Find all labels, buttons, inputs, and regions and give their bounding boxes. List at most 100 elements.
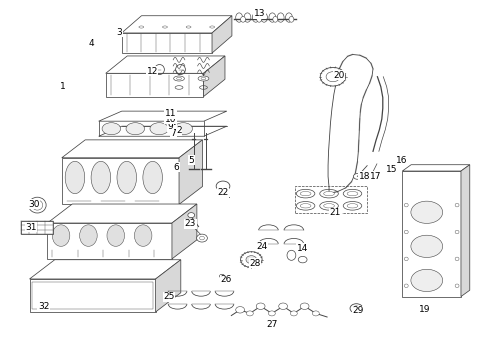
Polygon shape	[106, 73, 203, 96]
Ellipse shape	[455, 230, 459, 234]
Text: 12: 12	[147, 67, 158, 76]
Text: 30: 30	[28, 200, 40, 209]
Text: 22: 22	[218, 188, 229, 197]
Ellipse shape	[174, 123, 193, 135]
Ellipse shape	[404, 230, 408, 234]
Ellipse shape	[107, 225, 124, 246]
Ellipse shape	[246, 311, 253, 316]
Ellipse shape	[455, 284, 459, 288]
Ellipse shape	[257, 17, 262, 22]
Ellipse shape	[347, 192, 358, 196]
Text: 21: 21	[330, 208, 341, 217]
Polygon shape	[122, 33, 212, 53]
Ellipse shape	[279, 303, 288, 310]
Ellipse shape	[52, 225, 70, 246]
Text: 2: 2	[176, 126, 182, 135]
Text: 8: 8	[171, 118, 176, 127]
Text: 13: 13	[254, 9, 266, 18]
Polygon shape	[62, 140, 202, 158]
Ellipse shape	[102, 123, 121, 135]
Text: 32: 32	[38, 302, 49, 311]
Polygon shape	[48, 223, 172, 259]
Text: 4: 4	[88, 39, 94, 48]
Ellipse shape	[404, 203, 408, 207]
Ellipse shape	[289, 17, 294, 22]
Ellipse shape	[117, 161, 137, 194]
Ellipse shape	[186, 26, 191, 28]
Polygon shape	[203, 56, 225, 96]
Polygon shape	[212, 16, 232, 53]
Text: 17: 17	[370, 172, 382, 181]
Polygon shape	[29, 260, 181, 279]
Ellipse shape	[455, 257, 459, 261]
Text: 28: 28	[249, 259, 261, 268]
Ellipse shape	[210, 26, 215, 28]
Ellipse shape	[353, 174, 361, 179]
Text: 27: 27	[266, 320, 277, 329]
Ellipse shape	[367, 174, 374, 179]
Ellipse shape	[324, 192, 334, 196]
Text: 9: 9	[168, 122, 173, 131]
Ellipse shape	[163, 26, 168, 28]
Polygon shape	[122, 16, 232, 33]
Ellipse shape	[347, 204, 358, 208]
Ellipse shape	[269, 311, 275, 316]
Ellipse shape	[300, 303, 309, 310]
Polygon shape	[62, 158, 179, 204]
Ellipse shape	[298, 256, 307, 263]
Ellipse shape	[287, 250, 296, 260]
Ellipse shape	[134, 225, 152, 246]
Ellipse shape	[198, 76, 209, 81]
Polygon shape	[179, 140, 202, 204]
Ellipse shape	[411, 201, 442, 224]
Text: 19: 19	[419, 305, 431, 314]
Ellipse shape	[404, 257, 408, 261]
Text: 24: 24	[256, 242, 268, 251]
Ellipse shape	[291, 311, 297, 316]
Ellipse shape	[188, 213, 195, 218]
Text: 20: 20	[333, 71, 344, 80]
Ellipse shape	[455, 203, 459, 207]
Text: 6: 6	[174, 163, 179, 172]
Text: 10: 10	[165, 114, 176, 123]
Polygon shape	[22, 221, 53, 234]
Ellipse shape	[273, 17, 278, 22]
Text: 14: 14	[297, 244, 308, 253]
Ellipse shape	[216, 181, 230, 191]
Polygon shape	[106, 56, 225, 73]
Ellipse shape	[150, 123, 169, 135]
Text: 26: 26	[221, 275, 232, 284]
Polygon shape	[48, 204, 197, 223]
Text: 23: 23	[185, 219, 196, 228]
Polygon shape	[402, 171, 461, 297]
Polygon shape	[295, 186, 367, 213]
Ellipse shape	[196, 234, 207, 242]
Polygon shape	[98, 111, 227, 121]
Polygon shape	[98, 126, 227, 136]
Text: 18: 18	[359, 172, 370, 181]
Ellipse shape	[411, 235, 442, 257]
Polygon shape	[461, 165, 470, 297]
Ellipse shape	[241, 17, 245, 22]
Polygon shape	[156, 260, 181, 312]
Ellipse shape	[173, 76, 184, 81]
Ellipse shape	[91, 161, 111, 194]
Ellipse shape	[256, 303, 265, 310]
Ellipse shape	[126, 123, 145, 135]
Polygon shape	[29, 279, 156, 312]
Text: 5: 5	[188, 156, 194, 165]
Ellipse shape	[404, 284, 408, 288]
Text: 3: 3	[117, 28, 122, 37]
Text: 15: 15	[386, 165, 397, 174]
Ellipse shape	[411, 269, 442, 292]
Text: 25: 25	[164, 292, 175, 301]
Ellipse shape	[320, 67, 345, 86]
Ellipse shape	[313, 311, 319, 316]
Ellipse shape	[236, 307, 245, 313]
Polygon shape	[402, 165, 470, 171]
Ellipse shape	[300, 204, 311, 208]
Text: 1: 1	[60, 82, 66, 91]
Ellipse shape	[241, 252, 262, 267]
Ellipse shape	[246, 256, 257, 264]
Text: 29: 29	[353, 306, 364, 315]
